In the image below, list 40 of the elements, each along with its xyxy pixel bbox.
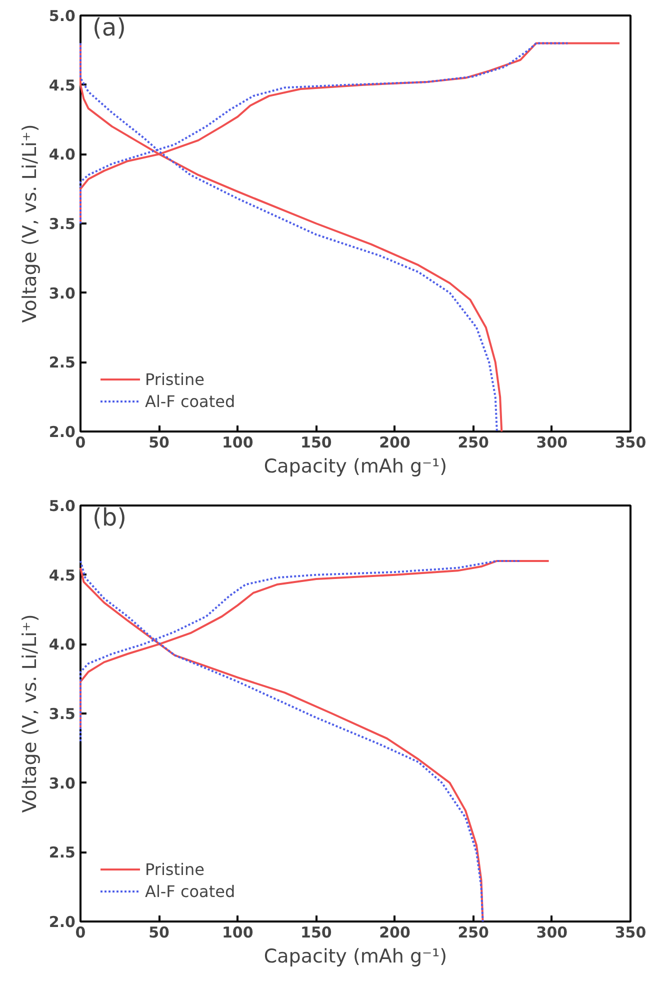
y-tick-label: 4.5 xyxy=(48,566,76,584)
x-axis-title: Capacity (mAh g⁻¹) xyxy=(264,456,448,478)
y-tick-label: 3.0 xyxy=(48,774,76,792)
y-tick-label: 5.0 xyxy=(48,7,76,25)
x-tick-label: 200 xyxy=(379,434,410,452)
x-tick-label: 300 xyxy=(536,924,568,942)
y-tick-label: 2.0 xyxy=(48,423,76,441)
y-tick-label: 4.0 xyxy=(48,146,76,164)
y-tick-label: 2.0 xyxy=(48,913,76,931)
y-tick-label: 5.0 xyxy=(48,497,76,515)
x-tick-label: 0 xyxy=(75,924,86,942)
y-tick-label: 3.5 xyxy=(48,705,76,723)
legend-label: Pristine xyxy=(145,370,204,388)
x-tick-label: 150 xyxy=(300,924,332,942)
y-axis-title: Voltage (V, vs. Li/Li⁺) xyxy=(18,124,41,323)
x-tick-label: 0 xyxy=(75,434,86,452)
x-tick-label: 50 xyxy=(148,434,170,452)
x-tick-label: 200 xyxy=(379,924,410,942)
x-tick-label: 50 xyxy=(148,924,170,942)
y-tick-label: 4.5 xyxy=(48,76,76,94)
y-tick-label: 2.5 xyxy=(48,354,76,372)
legend-label: Al-F coated xyxy=(145,392,236,410)
x-tick-label: 300 xyxy=(536,434,568,452)
x-axis-title: Capacity (mAh g⁻¹) xyxy=(264,946,448,968)
y-tick-label: 3.5 xyxy=(48,215,76,233)
annotation: (b) xyxy=(92,504,126,532)
y-tick-label: 4.0 xyxy=(48,636,76,654)
x-tick-label: 150 xyxy=(300,434,332,452)
x-tick-label: 100 xyxy=(222,434,254,452)
legend-label: Al-F coated xyxy=(145,882,236,900)
x-tick-label: 350 xyxy=(614,434,646,452)
y-tick-label: 3.0 xyxy=(48,284,76,302)
y-axis-title: Voltage (V, vs. Li/Li⁺) xyxy=(18,614,41,813)
legend-label: Pristine xyxy=(145,860,204,878)
x-tick-label: 100 xyxy=(222,924,254,942)
x-tick-label: 350 xyxy=(614,924,646,942)
y-tick-label: 2.5 xyxy=(48,844,76,862)
x-tick-label: 250 xyxy=(458,434,490,452)
x-tick-label: 250 xyxy=(458,924,490,942)
annotation: (a) xyxy=(92,14,126,42)
